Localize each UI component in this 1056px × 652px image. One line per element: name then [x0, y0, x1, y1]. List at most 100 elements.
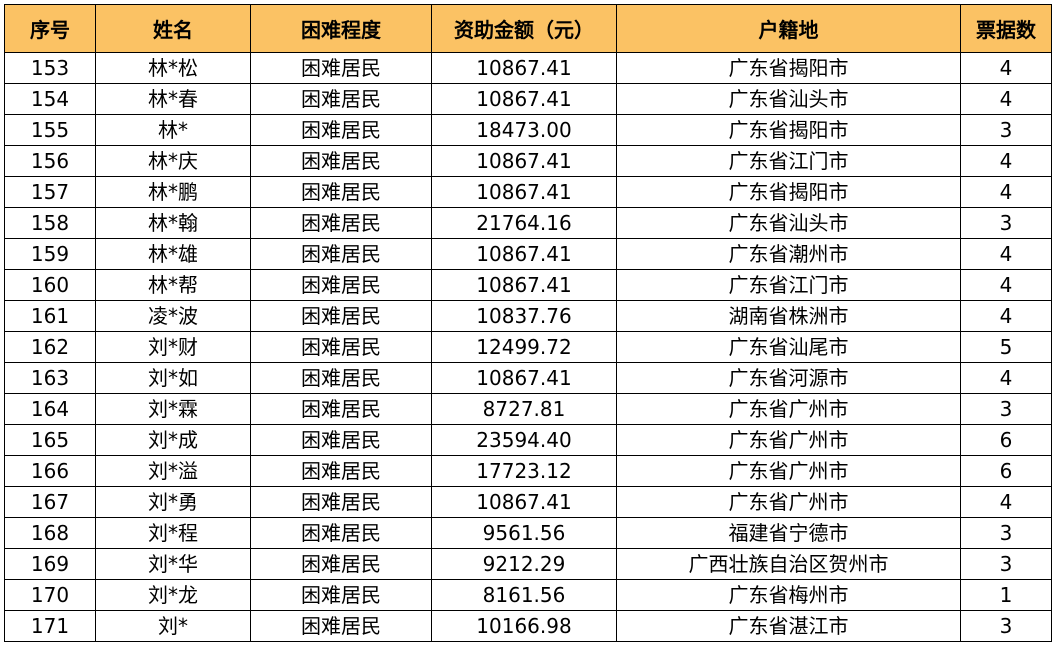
cell-name: 林*庆 [95, 145, 251, 177]
cell-name: 林*春 [95, 83, 251, 115]
cell-subsidy-amount: 10867.41 [431, 83, 617, 115]
cell-household-registration: 广东省广州市 [616, 486, 961, 518]
cell-receipt-count: 4 [960, 269, 1052, 301]
cell-serial-number: 156 [4, 145, 96, 177]
cell-difficulty-level: 困难居民 [250, 207, 432, 239]
cell-receipt-count: 4 [960, 238, 1052, 270]
cell-receipt-count: 4 [960, 300, 1052, 332]
cell-subsidy-amount: 10867.41 [431, 145, 617, 177]
cell-name: 凌*波 [95, 300, 251, 332]
cell-receipt-count: 5 [960, 331, 1052, 363]
cell-subsidy-amount: 10867.41 [431, 486, 617, 518]
cell-difficulty-level: 困难居民 [250, 362, 432, 394]
cell-household-registration: 广东省汕头市 [616, 83, 961, 115]
cell-name: 林*松 [95, 52, 251, 84]
cell-household-registration: 广东省梅州市 [616, 579, 961, 611]
cell-serial-number: 163 [4, 362, 96, 394]
cell-household-registration: 广东省广州市 [616, 393, 961, 425]
table-row: 155 林* 困难居民 18473.00 广东省揭阳市 3 [4, 114, 1052, 146]
cell-name: 林*翰 [95, 207, 251, 239]
header-receipt-count: 票据数 [960, 4, 1052, 53]
cell-serial-number: 164 [4, 393, 96, 425]
table-row: 162 刘*财 困难居民 12499.72 广东省汕尾市 5 [4, 331, 1052, 363]
table-header: 序号 姓名 困难程度 资助金额（元） 户籍地 票据数 [4, 4, 1052, 53]
cell-name: 刘*溢 [95, 455, 251, 487]
cell-difficulty-level: 困难居民 [250, 579, 432, 611]
header-row: 序号 姓名 困难程度 资助金额（元） 户籍地 票据数 [4, 4, 1052, 53]
cell-serial-number: 166 [4, 455, 96, 487]
cell-subsidy-amount: 10867.41 [431, 176, 617, 208]
cell-household-registration: 广东省揭阳市 [616, 176, 961, 208]
table-row: 166 刘*溢 困难居民 17723.12 广东省广州市 6 [4, 455, 1052, 487]
cell-subsidy-amount: 8727.81 [431, 393, 617, 425]
cell-subsidy-amount: 10867.41 [431, 238, 617, 270]
cell-difficulty-level: 困难居民 [250, 300, 432, 332]
cell-difficulty-level: 困难居民 [250, 610, 432, 642]
cell-receipt-count: 1 [960, 579, 1052, 611]
cell-household-registration: 广东省汕头市 [616, 207, 961, 239]
cell-difficulty-level: 困难居民 [250, 176, 432, 208]
cell-household-registration: 广东省揭阳市 [616, 114, 961, 146]
cell-receipt-count: 4 [960, 176, 1052, 208]
cell-household-registration: 广东省汕尾市 [616, 331, 961, 363]
cell-receipt-count: 3 [960, 517, 1052, 549]
cell-name: 刘* [95, 610, 251, 642]
table-row: 170 刘*龙 困难居民 8161.56 广东省梅州市 1 [4, 579, 1052, 611]
cell-difficulty-level: 困难居民 [250, 393, 432, 425]
cell-receipt-count: 4 [960, 83, 1052, 115]
table-row: 158 林*翰 困难居民 21764.16 广东省汕头市 3 [4, 207, 1052, 239]
table-row: 169 刘*华 困难居民 9212.29 广西壮族自治区贺州市 3 [4, 548, 1052, 580]
cell-name: 刘*财 [95, 331, 251, 363]
table-row: 165 刘*成 困难居民 23594.40 广东省广州市 6 [4, 424, 1052, 456]
header-name: 姓名 [95, 4, 251, 53]
cell-name: 刘*华 [95, 548, 251, 580]
table-row: 154 林*春 困难居民 10867.41 广东省汕头市 4 [4, 83, 1052, 115]
cell-name: 林*雄 [95, 238, 251, 270]
table-row: 156 林*庆 困难居民 10867.41 广东省江门市 4 [4, 145, 1052, 177]
cell-difficulty-level: 困难居民 [250, 517, 432, 549]
cell-receipt-count: 4 [960, 486, 1052, 518]
cell-difficulty-level: 困难居民 [250, 238, 432, 270]
header-household-registration: 户籍地 [616, 4, 961, 53]
cell-difficulty-level: 困难居民 [250, 52, 432, 84]
cell-subsidy-amount: 23594.40 [431, 424, 617, 456]
cell-household-registration: 广东省江门市 [616, 145, 961, 177]
cell-difficulty-level: 困难居民 [250, 114, 432, 146]
cell-household-registration: 广东省湛江市 [616, 610, 961, 642]
cell-receipt-count: 3 [960, 393, 1052, 425]
cell-receipt-count: 4 [960, 52, 1052, 84]
table-row: 171 刘* 困难居民 10166.98 广东省湛江市 3 [4, 610, 1052, 642]
cell-subsidy-amount: 12499.72 [431, 331, 617, 363]
cell-difficulty-level: 困难居民 [250, 83, 432, 115]
cell-household-registration: 福建省宁德市 [616, 517, 961, 549]
cell-household-registration: 湖南省株洲市 [616, 300, 961, 332]
table-row: 168 刘*程 困难居民 9561.56 福建省宁德市 3 [4, 517, 1052, 549]
cell-household-registration: 广东省揭阳市 [616, 52, 961, 84]
subsidy-table: 序号 姓名 困难程度 资助金额（元） 户籍地 票据数 153 林*松 困难居民 108… [4, 4, 1052, 642]
cell-household-registration: 广东省广州市 [616, 455, 961, 487]
table-row: 153 林*松 困难居民 10867.41 广东省揭阳市 4 [4, 52, 1052, 84]
cell-difficulty-level: 困难居民 [250, 486, 432, 518]
cell-difficulty-level: 困难居民 [250, 455, 432, 487]
cell-household-registration: 广东省潮州市 [616, 238, 961, 270]
cell-serial-number: 157 [4, 176, 96, 208]
cell-name: 刘*程 [95, 517, 251, 549]
table-row: 157 林*鹏 困难居民 10867.41 广东省揭阳市 4 [4, 176, 1052, 208]
cell-name: 林* [95, 114, 251, 146]
cell-receipt-count: 6 [960, 455, 1052, 487]
cell-household-registration: 广东省江门市 [616, 269, 961, 301]
cell-subsidy-amount: 21764.16 [431, 207, 617, 239]
cell-subsidy-amount: 10166.98 [431, 610, 617, 642]
table-row: 160 林*帮 困难居民 10867.41 广东省江门市 4 [4, 269, 1052, 301]
table-row: 159 林*雄 困难居民 10867.41 广东省潮州市 4 [4, 238, 1052, 270]
cell-name: 林*鹏 [95, 176, 251, 208]
cell-serial-number: 167 [4, 486, 96, 518]
cell-household-registration: 广东省河源市 [616, 362, 961, 394]
header-serial-number: 序号 [4, 4, 96, 53]
cell-serial-number: 158 [4, 207, 96, 239]
cell-subsidy-amount: 10867.41 [431, 362, 617, 394]
cell-serial-number: 161 [4, 300, 96, 332]
cell-name: 刘*成 [95, 424, 251, 456]
cell-serial-number: 159 [4, 238, 96, 270]
cell-serial-number: 154 [4, 83, 96, 115]
